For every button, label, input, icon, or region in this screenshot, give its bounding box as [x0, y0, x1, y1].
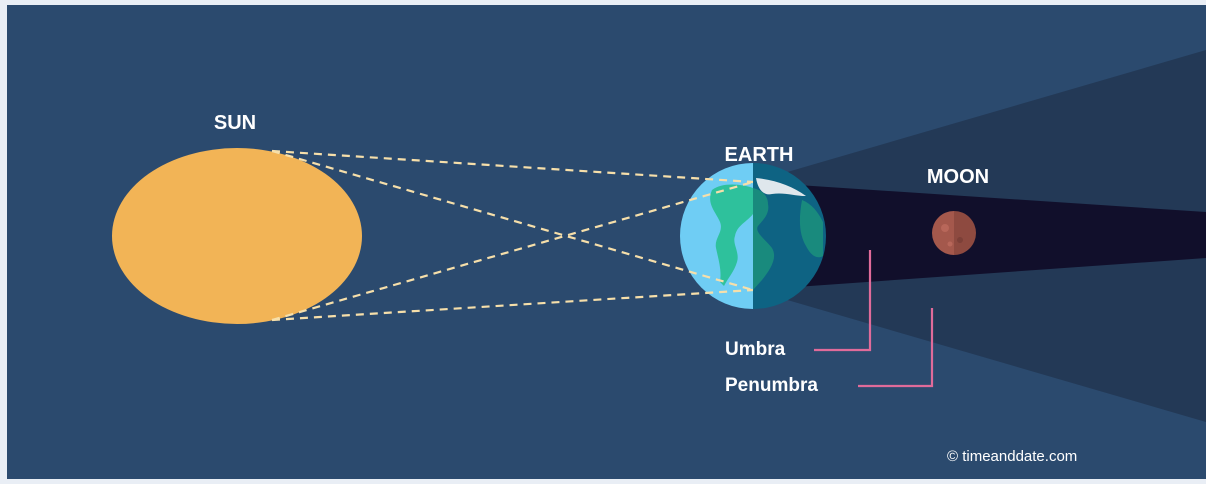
ray-outer-top — [271, 149, 754, 184]
umbra-leader-line — [814, 250, 872, 352]
earth-label: EARTH — [725, 144, 794, 166]
ray-outer-bottom — [271, 288, 754, 322]
sun-rays — [271, 149, 754, 322]
moon-label: MOON — [927, 166, 989, 188]
penumbra-leader-line — [858, 308, 934, 388]
umbra-label: Umbra — [725, 339, 786, 360]
sun-label: SUN — [214, 112, 256, 134]
penumbra-label: Penumbra — [725, 375, 818, 396]
earth — [680, 163, 826, 309]
umbra-shadow — [753, 182, 1206, 290]
moon — [932, 211, 976, 255]
sun — [112, 148, 362, 324]
credit-text: © timeanddate.com — [947, 448, 1077, 465]
